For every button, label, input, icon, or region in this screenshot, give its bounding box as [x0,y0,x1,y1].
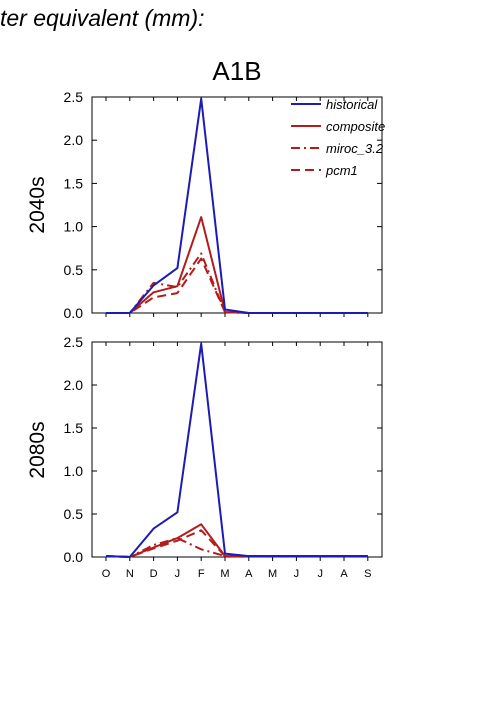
y-tick-label: 1.0 [64,219,84,235]
legend-label: pcm1 [325,163,358,178]
scenario-title: A1B [212,56,261,86]
y-tick-label: 1.5 [64,420,84,436]
y-tick-label: 0.0 [64,549,84,565]
x-tick-label: J [175,568,181,580]
panel-label-2040s: 2040s [26,176,49,233]
x-tick-label: O [102,568,111,580]
legend: historical composite miroc_3.2 pcm1 [291,97,385,178]
series-line-composite [106,216,368,314]
y-tick-label: 0.5 [64,262,84,278]
y-tick-label: 0.5 [64,506,84,522]
x-tick-label: M [268,568,277,580]
x-tick-label: J [294,568,300,580]
legend-label: composite [326,119,385,134]
y-tick-label: 2.0 [64,377,84,393]
y-tick-label: 0.0 [64,305,84,321]
x-tick-label: S [364,568,371,580]
chart-panel-2080s: 0.0 0.5 1.0 1.5 2.0 2.5 O N D J F M A M J J A S [64,334,383,580]
y-tick-label: 2.5 [64,334,84,350]
series-line-pcm1 [106,257,368,314]
y-tick-label: 1.5 [64,175,84,191]
panel-label-2080s: 2080s [26,421,49,478]
legend-label: miroc_3.2 [326,141,384,156]
series-line-composite [105,523,368,558]
figure-header-title: ter equivalent (mm): [0,5,205,31]
x-tick-label: D [150,568,158,580]
series-line-historical [105,342,368,558]
x-tick-label: M [220,568,229,580]
series-line-pcm1 [105,529,368,558]
y-tick-label: 1.0 [64,463,84,479]
x-tick-label: N [126,568,134,580]
x-tick-label: J [317,568,323,580]
x-tick-label: A [245,568,253,580]
series-line-historical [106,97,368,314]
y-tick-label: 2.5 [64,89,84,105]
plot-frame [91,341,383,558]
y-tick-label: 2.0 [64,132,84,148]
x-tick-label: F [198,568,205,580]
series-line-miroc_3.2 [106,252,368,314]
x-tick-label: A [340,568,348,580]
chart-panel-2040s: 0.0 0.5 1.0 1.5 2.0 2.5 historical composite mir… [64,89,386,321]
legend-label: historical [326,97,378,112]
